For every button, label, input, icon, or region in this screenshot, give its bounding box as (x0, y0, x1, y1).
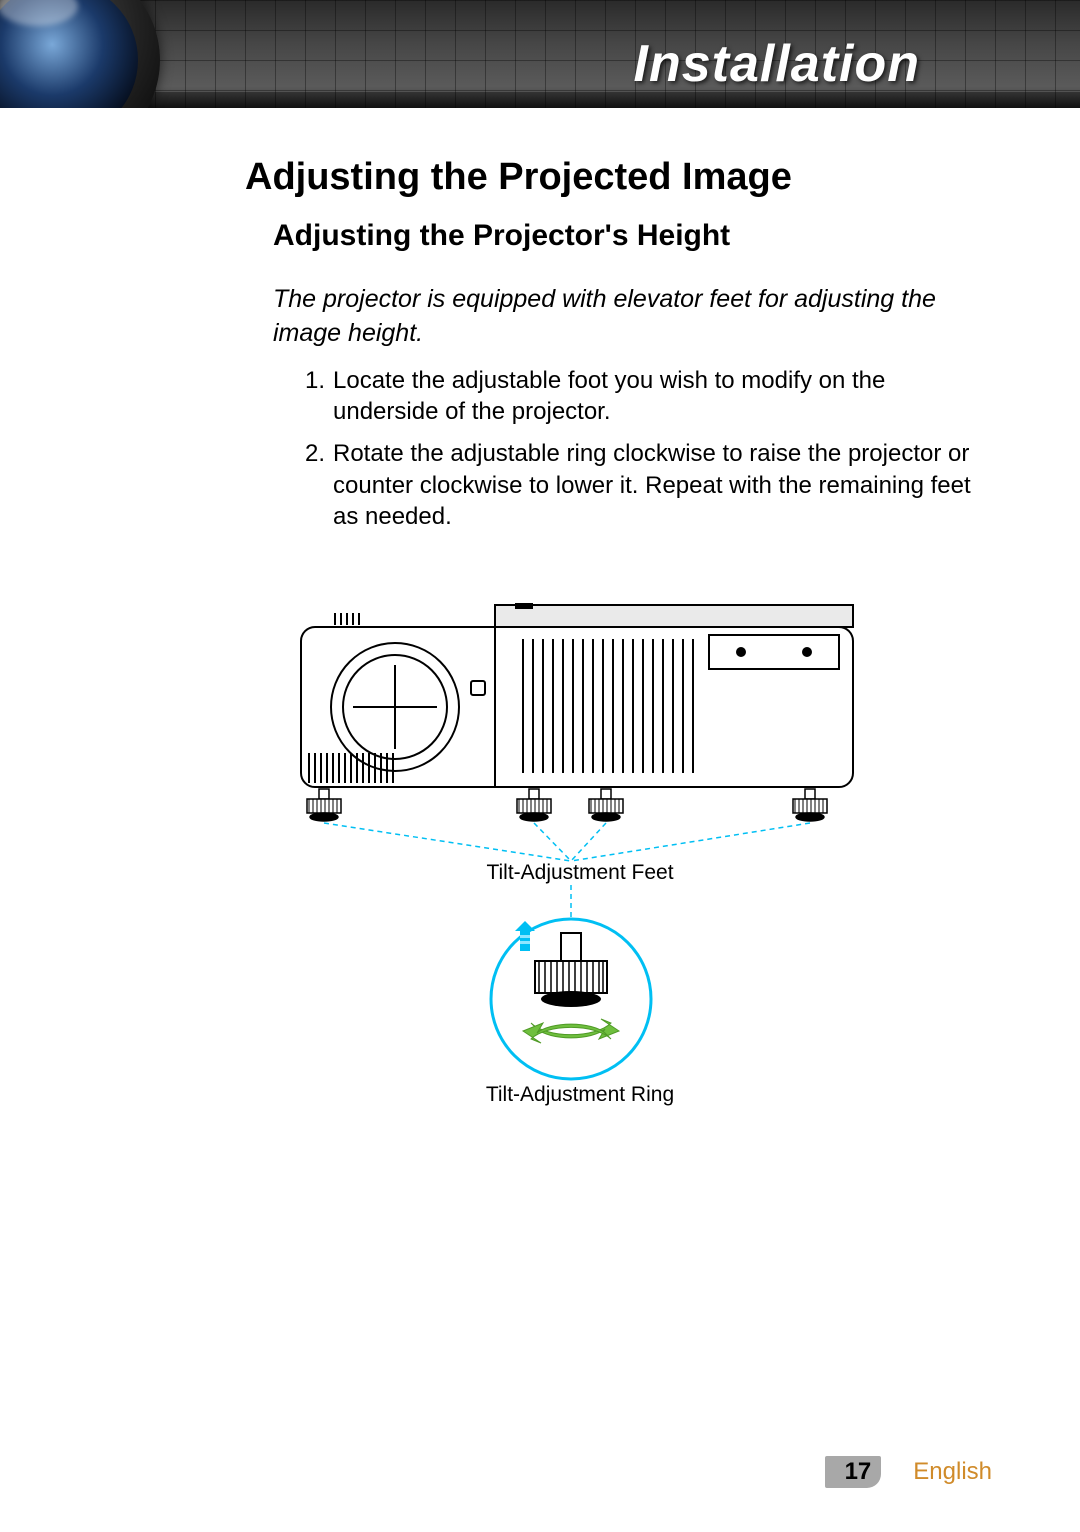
step-text: Locate the adjustable foot you wish to m… (333, 365, 974, 428)
heading-h2: Adjusting the Projector's Height (273, 219, 974, 253)
section-title: Installation (634, 34, 920, 94)
page-language: English (913, 1458, 992, 1486)
step-number: 2. (305, 438, 333, 533)
foot (307, 789, 827, 821)
tilt-ring-inset (491, 919, 651, 1079)
step-number: 1. (305, 365, 333, 428)
page-content: Adjusting the Projected Image Adjusting … (0, 108, 1080, 1143)
intro-paragraph: The projector is equipped with elevator … (273, 283, 974, 351)
step-text: Rotate the adjustable ring clockwise to … (333, 438, 974, 533)
header-bottom-bar (0, 92, 1080, 108)
diagram: Tilt-Adjustment Feet Tilt-Adjustment Rin… (285, 603, 875, 1143)
step-item: 2. Rotate the adjustable ring clockwise … (305, 438, 974, 533)
page-number: 17 (825, 1456, 882, 1488)
step-item: 1. Locate the adjustable foot you wish t… (305, 365, 974, 428)
page-header: Installation (0, 0, 1080, 108)
heading-h1: Adjusting the Projected Image (245, 156, 974, 199)
page-footer: 17 English (825, 1456, 992, 1488)
ring-label: Tilt-Adjustment Ring (285, 1083, 875, 1107)
lens-graphic (0, 0, 160, 108)
feet-label: Tilt-Adjustment Feet (285, 861, 875, 885)
steps-list: 1. Locate the adjustable foot you wish t… (305, 365, 974, 533)
